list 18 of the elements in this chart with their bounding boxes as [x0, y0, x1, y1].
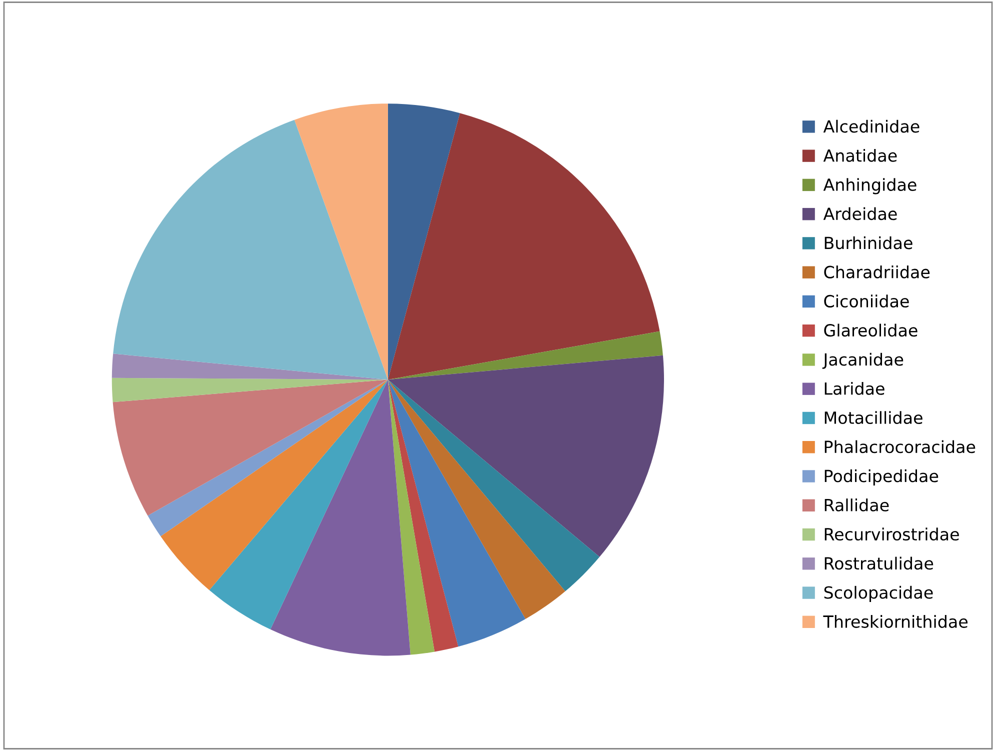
legend-label: Ardeidae	[823, 207, 897, 220]
legend-label: Threskiornithidae	[823, 615, 968, 628]
legend-label: Burhinidae	[824, 236, 912, 250]
legend-label: Motacillidae	[824, 411, 922, 424]
legend-label: Alcedinidae	[823, 120, 920, 133]
legend-label: Jacanidae	[822, 352, 904, 369]
legend-label: Rallidae	[824, 498, 889, 512]
legend-label: Glareolidae	[824, 324, 918, 337]
legend-label: Scolopacidae	[824, 586, 933, 602]
legend-label: Laridae	[824, 382, 884, 395]
legend-label: Anhingidae	[823, 178, 916, 194]
legend-label: Charadriidae	[824, 265, 930, 278]
legend-label: Rostratulidae	[824, 556, 934, 570]
legend-label: Podicipedidae	[824, 469, 938, 486]
legend-label: Recurvirostridae	[824, 528, 959, 541]
legend-label: Ciconiidae	[824, 294, 909, 308]
legend-label: Phalacrocoracidae	[824, 440, 976, 454]
legend-label: Anatidae	[823, 148, 897, 162]
